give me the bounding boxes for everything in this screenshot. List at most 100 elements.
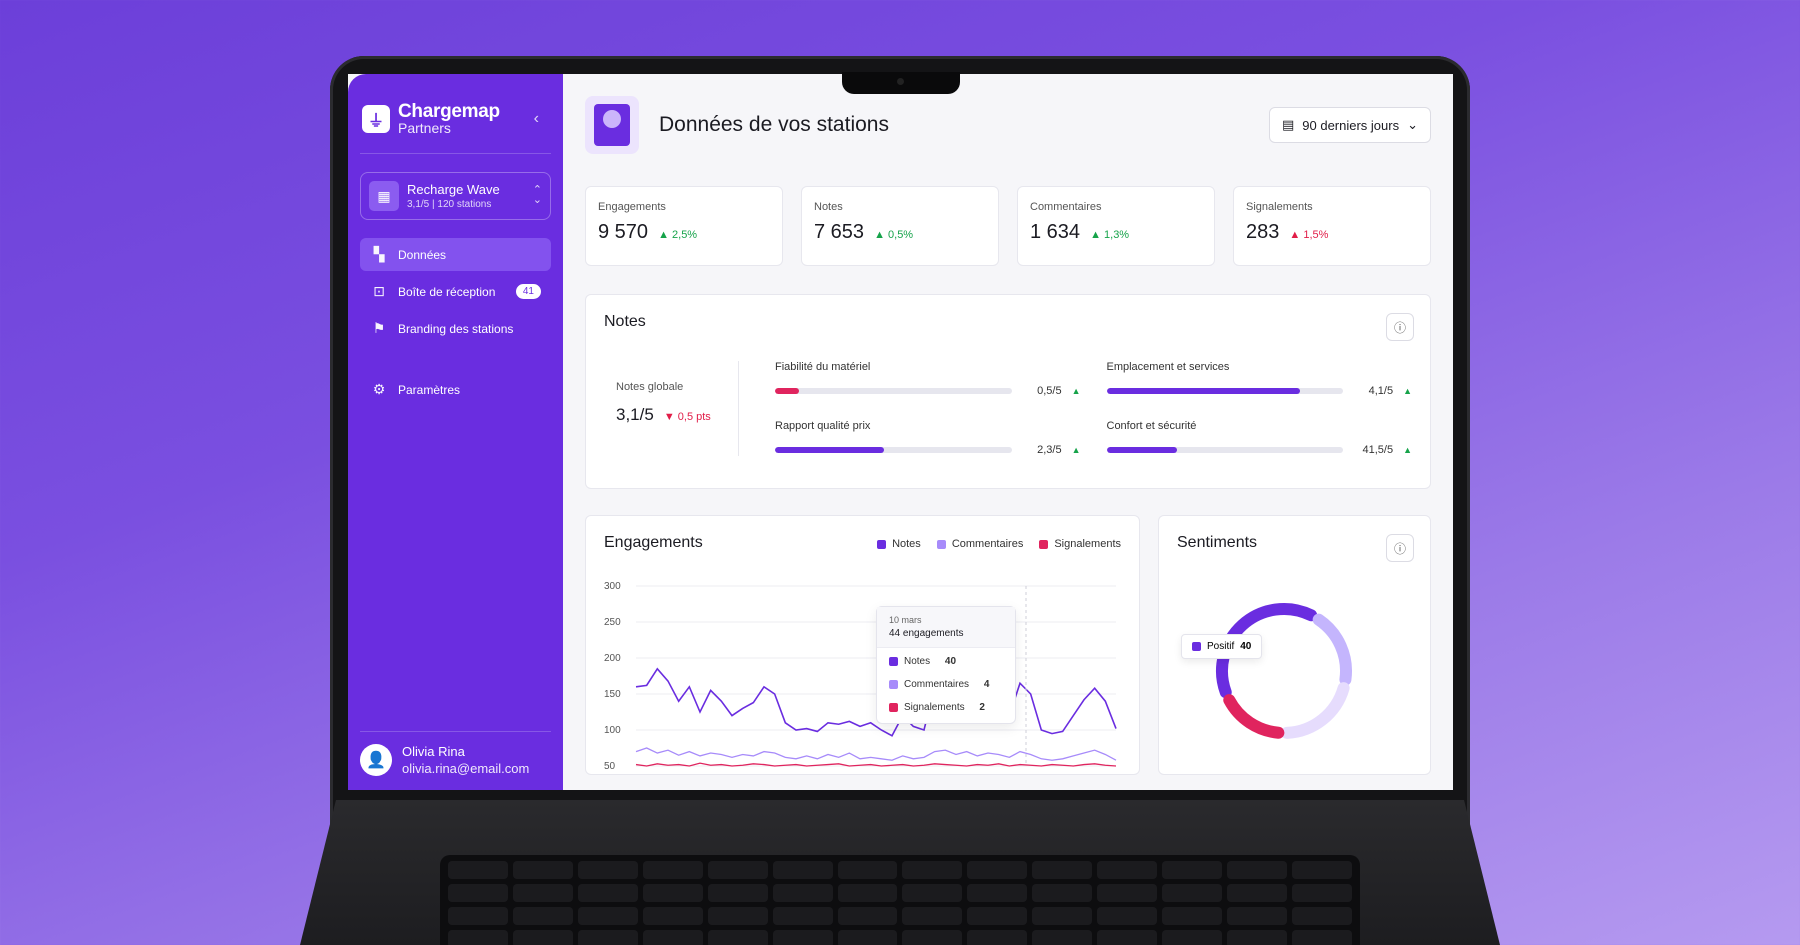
keyboard-key [512, 930, 573, 945]
engagements-title: Engagements [604, 534, 703, 551]
donut-segment [1281, 682, 1350, 739]
y-tick-label: 50 [604, 761, 616, 772]
metric-bar-track [1106, 446, 1344, 453]
tooltip-row-signalements: Signalements 2 [877, 694, 1015, 723]
trend-up-icon: ▲ [1071, 386, 1081, 396]
sidebar-item-label: Données [398, 247, 447, 262]
keyboard-key [707, 907, 768, 925]
keyboard-key [837, 861, 898, 879]
app-screen: ⏚ Chargemap Partners ‹ ▦ Recharge Wave 3… [348, 74, 1453, 790]
keyboard-key [772, 907, 833, 925]
kpi-value: 283 [1246, 221, 1280, 243]
rating-metric: Rapport qualité prix 2,3/5 ▲ [775, 420, 1081, 457]
kpi-label: Signalements [1246, 201, 1313, 213]
sidebar-item-donnees[interactable]: ▚ Données [360, 238, 551, 271]
presentation-chart-icon [585, 96, 639, 154]
flag-icon: ⚑ [372, 320, 386, 336]
keyboard-key [577, 907, 638, 925]
sidebar-item-branding[interactable]: ⚑ Branding des stations [360, 312, 551, 345]
gear-icon: ⚙ [372, 381, 386, 397]
keyboard-key [512, 884, 573, 902]
keyboard-key [1292, 930, 1352, 945]
metric-value: 4,1/5 [1368, 385, 1394, 397]
legend-signalements[interactable]: Signalements [1039, 538, 1121, 550]
sidebar-item-label: Branding des stations [398, 321, 514, 336]
page-title: Données de vos stations [659, 113, 889, 136]
kpi-label: Commentaires [1030, 201, 1102, 213]
page-header: Données de vos stations ▤ 90 derniers jo… [585, 94, 1431, 156]
keyboard-key [1097, 884, 1158, 902]
tooltip-row-commentaires: Commentaires 4 [877, 671, 1015, 694]
kpi-delta: ▲ 1,5% [1289, 229, 1329, 241]
kpi-value: 7 653 [814, 221, 865, 243]
chart-tooltip: 10 mars 44 engagements Notes 40 Commenta… [876, 606, 1016, 724]
info-icon[interactable]: ⓘ [1386, 534, 1414, 562]
keyboard-key [577, 861, 638, 879]
keyboard-key [577, 930, 638, 945]
keyboard-key [1227, 861, 1288, 879]
keyboard-key [902, 884, 963, 902]
donut-segment [1223, 694, 1285, 739]
metric-label: Emplacement et services [1106, 361, 1230, 373]
keyboard-key [772, 884, 833, 902]
rating-metric: Confort et sécurité 41,5/5 ▲ [1106, 419, 1412, 457]
brand-name: Chargemap [398, 101, 500, 122]
keyboard-key [1032, 907, 1093, 925]
inbox-count-badge: 41 [515, 284, 541, 299]
user-name: Olivia Rina [402, 744, 465, 759]
metric-label: Rapport qualité prix [775, 419, 871, 432]
keyboard-key [707, 861, 768, 879]
keyboard-key [1032, 884, 1093, 902]
keyboard-key [772, 861, 833, 879]
keyboard-key [837, 907, 898, 925]
y-tick-label: 250 [604, 617, 621, 628]
keyboard-key [1292, 861, 1352, 879]
sidebar-item-inbox[interactable]: ⊡ Boîte de réception 41 [360, 275, 551, 308]
info-icon[interactable]: ⓘ [1386, 313, 1414, 341]
station-name: Recharge Wave [407, 182, 500, 197]
keyboard-key [448, 907, 508, 925]
user-email: olivia.rina@email.com [402, 761, 530, 776]
keyboard-key [642, 884, 703, 902]
metric-value: 41,5/5 [1362, 443, 1394, 456]
keyboard-key [837, 884, 898, 902]
kpi-delta: ▲ 1,3% [1090, 229, 1130, 241]
metric-bar-track [775, 388, 1012, 394]
calendar-icon: ▤ [1281, 117, 1295, 132]
y-tick-label: 300 [604, 581, 621, 592]
keyboard-key [902, 861, 963, 879]
keyboard-key [707, 930, 768, 945]
metric-bar-fill [1106, 388, 1301, 394]
metric-label: Confort et sécurité [1106, 419, 1197, 432]
keyboard-key [1097, 930, 1158, 945]
keyboard-key [772, 930, 833, 945]
legend-commentaires[interactable]: Commentaires [936, 538, 1023, 550]
engagements-line-chart[interactable]: 300 250 200 150 100 50 [596, 576, 1126, 776]
kpi-label: Engagements [598, 201, 666, 213]
sentiments-donut-chart[interactable] [1209, 596, 1359, 746]
keyboard-key [1162, 907, 1223, 925]
keyboard-key [967, 884, 1028, 902]
sentiments-card: Sentiments ⓘ Positif 40 [1158, 515, 1431, 775]
sidebar-nav: ▚ Données ⊡ Boîte de réception 41 ⚑ Bran… [360, 238, 551, 406]
notes-card: Notes ⓘ Notes globale 3,1/5 ▼ 0,5 pts Fi… [585, 294, 1431, 489]
user-profile[interactable]: 👤 Olivia Rina olivia.rina@email.com [360, 731, 551, 776]
keyboard-key [1032, 861, 1093, 879]
sidebar-item-settings[interactable]: ⚙ Paramètres [360, 373, 551, 406]
collapse-sidebar-icon[interactable]: ‹ [533, 109, 539, 127]
rating-metrics: Fiabilité du matériel 0,5/5 ▲ Emplacemen… [739, 361, 1412, 456]
date-range-label: 90 derniers jours [1302, 117, 1400, 133]
chevron-down-icon: ⌄ [1407, 117, 1418, 132]
keyboard-key [1227, 884, 1288, 902]
kpi-label: Notes [814, 201, 843, 213]
sentiments-title: Sentiments [1177, 534, 1258, 551]
keyboard-key [1032, 930, 1093, 945]
date-range-dropdown[interactable]: ▤ 90 derniers jours ⌄ [1268, 107, 1431, 143]
keyboard-key [1227, 907, 1288, 925]
building-icon: ▦ [369, 181, 399, 211]
kpi-commentaires: Commentaires 1 634 ▲ 1,3% [1017, 186, 1215, 266]
kpi-row: Engagements 9 570 ▲ 2,5% Notes 7 653 ▲ 0,5… [585, 186, 1431, 266]
legend-notes[interactable]: Notes [877, 538, 921, 550]
chart-icon: ▚ [373, 246, 385, 262]
station-selector[interactable]: ▦ Recharge Wave 3,1/5 | 120 stations ⌃ ⌄ [360, 172, 551, 220]
